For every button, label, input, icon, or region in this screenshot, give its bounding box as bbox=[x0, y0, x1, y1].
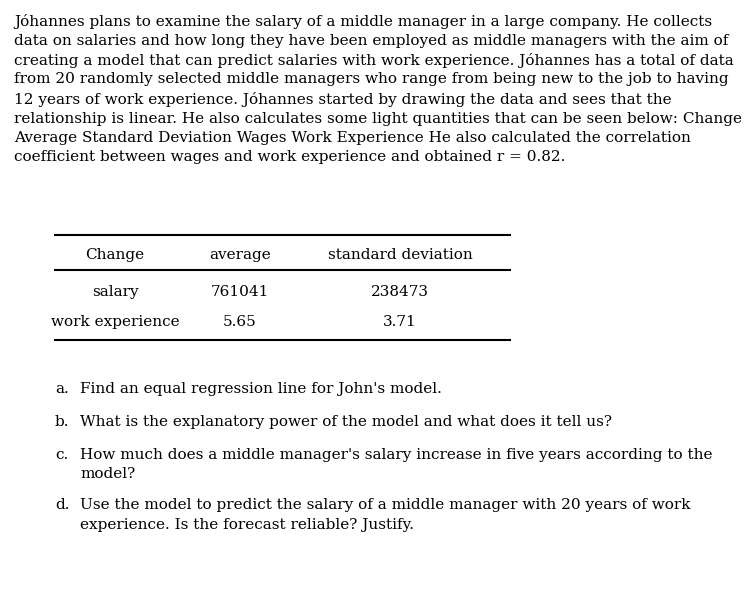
Text: work experience: work experience bbox=[51, 315, 179, 329]
Text: 761041: 761041 bbox=[211, 285, 269, 299]
Text: data on salaries and how long they have been employed as middle managers with th: data on salaries and how long they have … bbox=[14, 33, 728, 47]
Text: Change: Change bbox=[85, 248, 144, 262]
Text: average: average bbox=[209, 248, 271, 262]
Text: model?: model? bbox=[80, 468, 135, 482]
Text: a.: a. bbox=[55, 382, 69, 396]
Text: Use the model to predict the salary of a middle manager with 20 years of work: Use the model to predict the salary of a… bbox=[80, 498, 690, 512]
Text: experience. Is the forecast reliable? Justify.: experience. Is the forecast reliable? Ju… bbox=[80, 517, 414, 532]
Text: coefficient between wages and work experience and obtained r = 0.82.: coefficient between wages and work exper… bbox=[14, 150, 565, 164]
Text: Jóhannes plans to examine the salary of a middle manager in a large company. He : Jóhannes plans to examine the salary of … bbox=[14, 14, 712, 29]
Text: salary: salary bbox=[91, 285, 138, 299]
Text: b.: b. bbox=[55, 415, 70, 429]
Text: c.: c. bbox=[55, 448, 68, 462]
Text: How much does a middle manager's salary increase in five years according to the: How much does a middle manager's salary … bbox=[80, 448, 712, 462]
Text: 12 years of work experience. Jóhannes started by drawing the data and sees that : 12 years of work experience. Jóhannes st… bbox=[14, 92, 671, 107]
Text: Average Standard Deviation Wages Work Experience He also calculated the correlat: Average Standard Deviation Wages Work Ex… bbox=[14, 131, 691, 145]
Text: 238473: 238473 bbox=[371, 285, 429, 299]
Text: standard deviation: standard deviation bbox=[327, 248, 472, 262]
Text: d.: d. bbox=[55, 498, 70, 512]
Text: 3.71: 3.71 bbox=[383, 315, 417, 329]
Text: creating a model that can predict salaries with work experience. Jóhannes has a : creating a model that can predict salari… bbox=[14, 53, 734, 68]
Text: Find an equal regression line for John's model.: Find an equal regression line for John's… bbox=[80, 382, 442, 396]
Text: from 20 randomly selected middle managers who range from being new to the job to: from 20 randomly selected middle manager… bbox=[14, 73, 729, 86]
Text: What is the explanatory power of the model and what does it tell us?: What is the explanatory power of the mod… bbox=[80, 415, 612, 429]
Text: relationship is linear. He also calculates some light quantities that can be see: relationship is linear. He also calculat… bbox=[14, 111, 742, 126]
Text: 5.65: 5.65 bbox=[223, 315, 257, 329]
